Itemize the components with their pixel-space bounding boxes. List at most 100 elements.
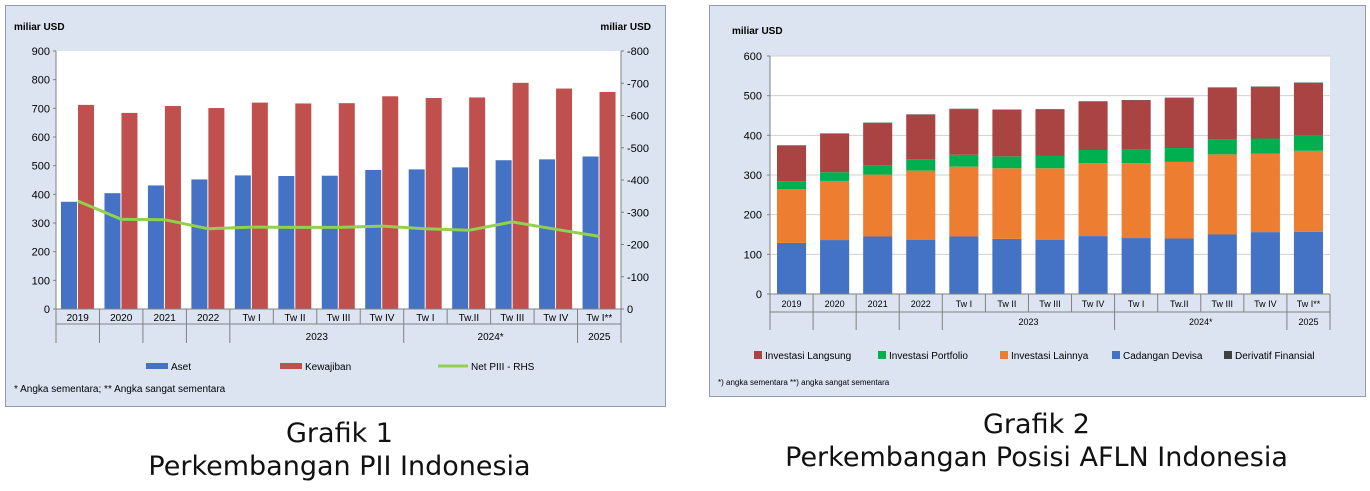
chart-1-legend-label: Net PIII - RHS bbox=[471, 362, 535, 373]
chart-2-bar-investasi-portfolio bbox=[992, 156, 1022, 169]
chart-1-footnote: * Angka sementara; ** Angka sangat semen… bbox=[14, 384, 226, 395]
chart-1-category-label: Tw I bbox=[416, 313, 434, 324]
chart-1-bar-kewajiban bbox=[251, 102, 268, 309]
chart-2-bar-investasi-langsung bbox=[820, 133, 850, 173]
chart-2-category-label: 2019 bbox=[782, 299, 802, 309]
chart-2-legend-label: Investasi Langsung bbox=[765, 351, 851, 362]
chart-2-panel: miliar USD 0 100 200 300 400 500 600 2019 2020 202… bbox=[709, 5, 1366, 397]
chart-2-bar-investasi-portfolio bbox=[1207, 139, 1237, 155]
chart-2-bar-investasi-portfolio bbox=[949, 154, 979, 167]
chart-2-bar-investasi-langsung bbox=[1250, 86, 1280, 139]
chart-1-caption: Grafik 1 Perkembangan PII Indonesia bbox=[5, 417, 674, 483]
chart-2-category-label: Tw II bbox=[997, 299, 1016, 309]
chart-2-bar-investasi-langsung bbox=[1164, 98, 1194, 149]
chart-1-category-label: Tw.II bbox=[459, 313, 480, 324]
chart-1-left-tick-label: 0 bbox=[44, 304, 50, 316]
chart-1-bar-aset bbox=[495, 160, 512, 309]
chart-2-bar-investasi-lainnya bbox=[906, 170, 936, 240]
chart-1-left-tick-label: 200 bbox=[32, 247, 50, 259]
chart-1-title: Grafik 1 bbox=[286, 418, 393, 449]
chart-1-right-tick-label: -100 bbox=[627, 272, 649, 284]
chart-2-bar-investasi-langsung bbox=[777, 145, 807, 182]
chart-1-left-tick-label: 900 bbox=[32, 46, 50, 58]
chart-2-bar-investasi-portfolio bbox=[1293, 135, 1323, 151]
chart-1-bar-aset bbox=[539, 159, 556, 309]
chart-1-bar-aset bbox=[582, 156, 599, 309]
chart-2-bar-cadangan-devisa bbox=[863, 236, 893, 294]
chart-2-bar-investasi-portfolio bbox=[1164, 148, 1194, 162]
chart-2-bar-investasi-portfolio bbox=[906, 159, 936, 171]
chart-2-category-label: Tw IV bbox=[1082, 299, 1105, 309]
chart-1-bar-kewajiban bbox=[556, 88, 573, 309]
chart-2-legend-swatch bbox=[1112, 351, 1120, 359]
chart-2-category-label: Tw I bbox=[956, 299, 973, 309]
chart-1-legend-swatch bbox=[146, 363, 168, 369]
chart-2-year-group-label: 2023 bbox=[1018, 317, 1038, 327]
chart-1-bar-kewajiban bbox=[382, 96, 399, 309]
chart-2-bar-cadangan-devisa bbox=[1164, 238, 1194, 294]
chart-1-line-net-piii bbox=[77, 199, 600, 238]
chart-2-tick-label: 0 bbox=[756, 289, 762, 301]
chart-1-plot-area bbox=[56, 51, 621, 309]
chart-1-left-tick-label: 700 bbox=[32, 103, 50, 115]
chart-2-bar-investasi-portfolio bbox=[1250, 138, 1280, 154]
chart-1-right-tick-label: -400 bbox=[627, 175, 649, 187]
chart-2-bar-cadangan-devisa bbox=[820, 240, 850, 294]
chart-2-category-label: Tw IV bbox=[1254, 299, 1277, 309]
chart-2-bar-investasi-lainnya bbox=[1207, 154, 1237, 235]
chart-2-bar-investasi-portfolio bbox=[863, 165, 893, 175]
chart-1-left-axis-unit: miliar USD bbox=[14, 22, 65, 33]
chart-2-tick-label: 200 bbox=[744, 210, 762, 222]
chart-1-category-label: Tw IV bbox=[369, 313, 394, 324]
chart-1-year-group-label: 2024* bbox=[478, 332, 504, 343]
chart-1-bar-kewajiban bbox=[599, 91, 616, 309]
chart-1-category-label: Tw III bbox=[500, 313, 524, 324]
chart-2-axis-unit: miliar USD bbox=[732, 26, 783, 37]
chart-2-bar-cadangan-devisa bbox=[1035, 239, 1065, 294]
chart-2-bar-investasi-portfolio bbox=[777, 181, 807, 190]
chart-2-subtitle: Perkembangan Posisi AFLN Indonesia bbox=[785, 442, 1288, 473]
chart-1-left-tick-label: 100 bbox=[32, 275, 50, 287]
chart-1-right-tick-label: -500 bbox=[627, 143, 649, 155]
chart-2-legend-label: Investasi Portfolio bbox=[889, 351, 968, 362]
chart-2-bar-cadangan-devisa bbox=[1293, 231, 1323, 294]
chart-2-bar-investasi-langsung bbox=[906, 114, 936, 160]
chart-2-bar-investasi-lainnya bbox=[820, 180, 850, 241]
chart-2-bar-investasi-langsung bbox=[1207, 87, 1237, 140]
chart-2-category-label: Tw III bbox=[1212, 299, 1234, 309]
chart-2-category-label: Tw III bbox=[1039, 299, 1061, 309]
chart-1-left-tick-label: 500 bbox=[32, 161, 50, 173]
chart-2-legend-swatch bbox=[1000, 351, 1008, 359]
chart-1-bar-kewajiban bbox=[425, 98, 442, 309]
chart-2-bar-cadangan-devisa bbox=[1121, 238, 1151, 294]
chart-1-left-tick-label: 800 bbox=[32, 75, 50, 87]
chart-1-year-group-label: 2025 bbox=[588, 332, 611, 343]
chart-2-bar-investasi-langsung bbox=[1035, 109, 1065, 156]
chart-2-legend-label: Derivatif Finansial bbox=[1235, 351, 1314, 362]
chart-1-category-label: Tw III bbox=[327, 313, 351, 324]
chart-1-category-label: 2019 bbox=[67, 313, 90, 324]
chart-2-bar-cadangan-devisa bbox=[777, 242, 807, 294]
chart-1-bar-kewajiban bbox=[295, 103, 312, 310]
chart-2-title: Grafik 2 bbox=[983, 409, 1090, 440]
chart-2-bar-cadangan-devisa bbox=[1207, 234, 1237, 294]
chart-2-bar-investasi-langsung bbox=[1078, 101, 1108, 151]
chart-1-bar-kewajiban bbox=[512, 82, 529, 309]
chart-2-year-group-label: 2025 bbox=[1298, 317, 1318, 327]
chart-2-bar-investasi-lainnya bbox=[1035, 168, 1065, 240]
chart-2-bar-investasi-lainnya bbox=[992, 168, 1022, 239]
chart-1-subtitle: Perkembangan PII Indonesia bbox=[148, 451, 531, 482]
chart-1-bar-aset bbox=[147, 185, 164, 309]
chart-1-left-tick-label: 400 bbox=[32, 189, 50, 201]
chart-1-right-tick-label: -200 bbox=[627, 240, 649, 252]
chart-1-year-group-label: 2023 bbox=[306, 332, 329, 343]
chart-2-category-label: Tw I** bbox=[1297, 299, 1321, 309]
chart-1-legend-label: Aset bbox=[171, 362, 191, 373]
chart-2-bar-investasi-lainnya bbox=[1164, 161, 1194, 239]
chart-1-right-tick-label: -600 bbox=[627, 111, 649, 123]
chart-1-left-tick-label: 600 bbox=[32, 132, 50, 144]
chart-2-bar-cadangan-devisa bbox=[949, 236, 979, 294]
chart-2-caption: Grafik 2 Perkembangan Posisi AFLN Indone… bbox=[709, 408, 1364, 474]
chart-2-bar-investasi-lainnya bbox=[1293, 150, 1323, 232]
chart-2-category-label: 2021 bbox=[868, 299, 888, 309]
